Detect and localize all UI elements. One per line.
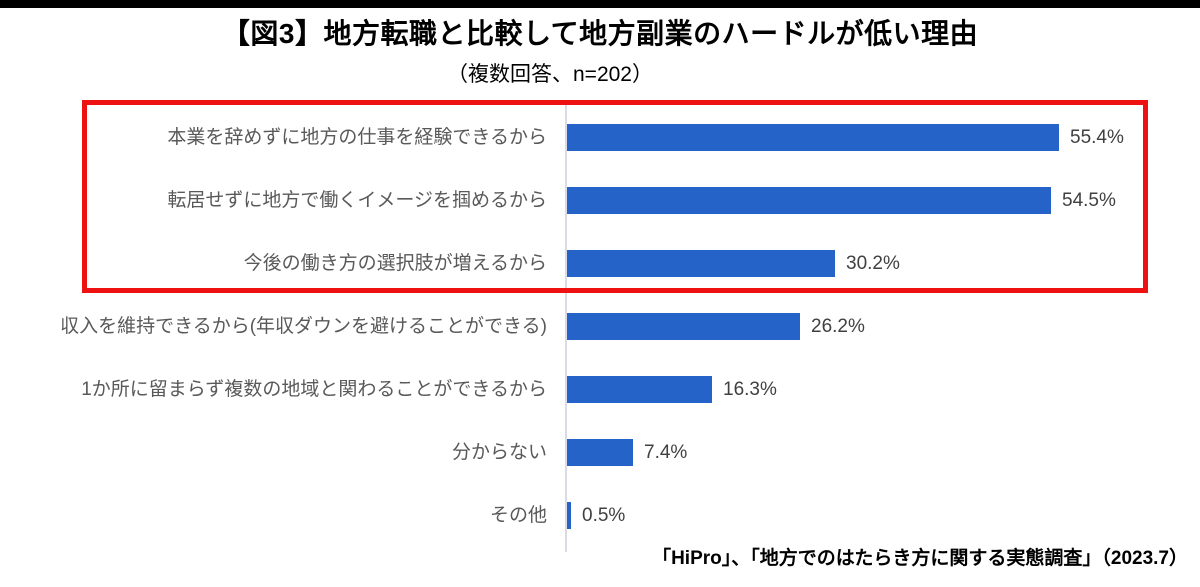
chart-row: 転居せずに地方で働くイメージを掴めるから 54.5% bbox=[0, 169, 1200, 232]
value-label: 30.2% bbox=[846, 252, 900, 274]
bar-area: 54.5% bbox=[567, 169, 1116, 232]
bar-area: 30.2% bbox=[567, 232, 900, 295]
value-label: 54.5% bbox=[1062, 189, 1116, 211]
bar bbox=[567, 376, 712, 403]
category-label: その他 bbox=[489, 504, 547, 526]
value-label: 7.4% bbox=[644, 441, 688, 463]
category-label: 今後の働き方の選択肢が増えるから bbox=[243, 252, 547, 274]
bar-area: 26.2% bbox=[567, 295, 865, 358]
bar bbox=[567, 187, 1051, 214]
y-axis-line bbox=[565, 101, 567, 552]
source-note: 「HiPro」、「地方でのはたらき方に関する実態調査」（2023.7） bbox=[652, 548, 1188, 569]
bar-chart: 本業を辞めずに地方の仕事を経験できるから 55.4% 転居せずに地方で働くイメージを… bbox=[0, 106, 1200, 547]
bar bbox=[567, 124, 1059, 151]
category-label: 本業を辞めずに地方の仕事を経験できるから bbox=[167, 126, 547, 148]
chart-row: 今後の働き方の選択肢が増えるから 30.2% bbox=[0, 232, 1200, 295]
bar bbox=[567, 502, 571, 529]
bar-area: 16.3% bbox=[567, 358, 777, 421]
value-label: 26.2% bbox=[811, 315, 865, 337]
category-label: 1か所に留まらず複数の地域と関わることができるから bbox=[81, 378, 547, 400]
chart-title: 【図3】地方転職と比較して地方副業のハードルが低い理由 bbox=[221, 18, 979, 49]
bar bbox=[567, 439, 633, 466]
chart-row: 本業を辞めずに地方の仕事を経験できるから 55.4% bbox=[0, 106, 1200, 169]
bar-area: 0.5% bbox=[567, 484, 625, 547]
top-black-bar bbox=[0, 0, 1200, 8]
category-label: 分からない bbox=[451, 441, 547, 463]
bar-area: 7.4% bbox=[567, 421, 687, 484]
bar-area: 55.4% bbox=[567, 106, 1124, 169]
chart-row: 分からない 7.4% bbox=[0, 421, 1200, 484]
chart-subtitle: （複数回答、n=202） bbox=[447, 63, 653, 86]
chart-row: その他 0.5% bbox=[0, 484, 1200, 547]
bar bbox=[567, 313, 800, 340]
chart-row: 1か所に留まらず複数の地域と関わることができるから 16.3% bbox=[0, 358, 1200, 421]
chart-row: 収入を維持できるから(年収ダウンを避けることができる) 26.2% bbox=[0, 295, 1200, 358]
category-label: 収入を維持できるから(年収ダウンを避けることができる) bbox=[60, 315, 547, 337]
value-label: 0.5% bbox=[582, 504, 626, 526]
value-label: 55.4% bbox=[1070, 126, 1124, 148]
category-label: 転居せずに地方で働くイメージを掴めるから bbox=[167, 189, 547, 211]
bar bbox=[567, 250, 835, 277]
value-label: 16.3% bbox=[723, 378, 777, 400]
